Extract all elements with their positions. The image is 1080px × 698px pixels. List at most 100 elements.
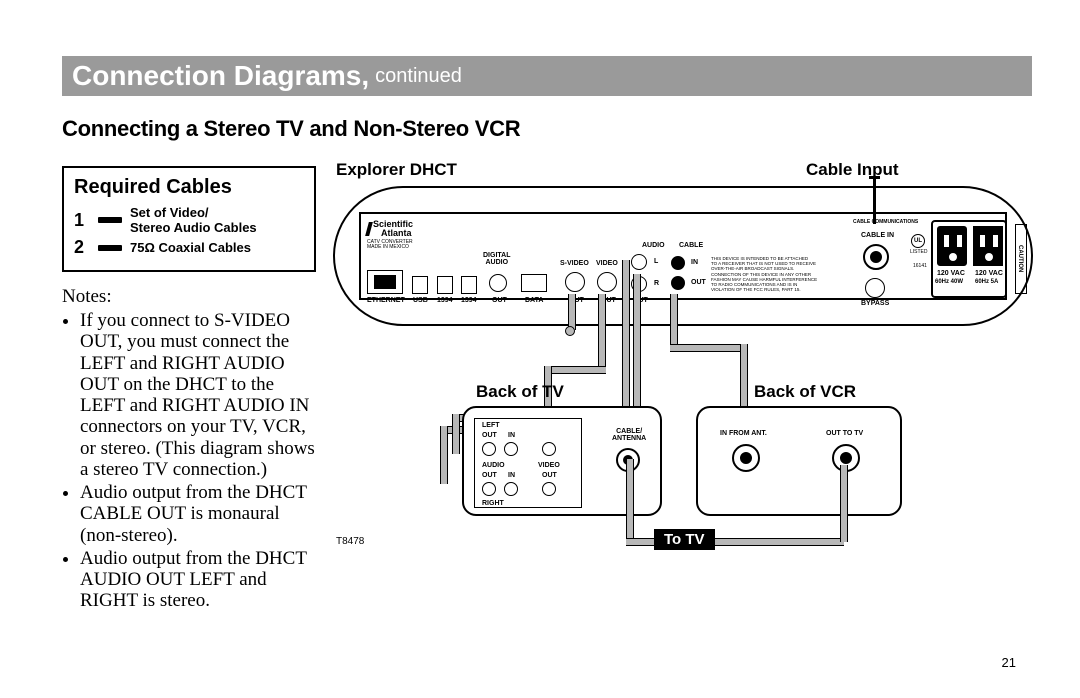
tv-in2: IN [508,472,515,479]
lbl-cablecomm: CABLE COMMUNICATIONS [853,220,918,225]
lbl-r: R [654,280,659,287]
tv-out2: OUT [482,472,497,479]
svideo-end [565,326,575,336]
connection-diagram: Explorer DHCT Cable Input Scientific Atl… [336,166,1032,636]
tv-r-out [482,482,496,496]
audio-cable-v4 [440,426,448,484]
banner-continued: continued [375,65,462,88]
audio-cable-2 [622,260,630,428]
digital-audio-port [489,274,507,292]
vcr-inant: IN FROM ANT. [720,430,767,437]
tv-video-in [542,482,556,496]
to-tv-tag: To TV [654,529,715,550]
tv-vout: OUT [542,472,557,479]
cable-in-small [671,256,685,270]
vcr-to-tv-v1 [626,459,634,542]
notes-list: If you connect to S-VIDEO OUT, you must … [62,310,316,612]
lbl-120b: 120 VAC [975,270,1003,277]
note-item: Audio output from the DHCT CABLE OUT is … [80,482,316,546]
lbl-ulnum: 16141 [913,264,927,269]
page-subheading: Connecting a Stereo TV and Non-Stereo VC… [62,116,1032,142]
coax-v1 [670,294,678,346]
cable-input-cap [869,176,880,179]
lbl-1394b: 1394 [461,297,477,304]
diagram-id: T8478 [336,536,364,547]
video-cable-h [544,366,606,374]
tv-audio: AUDIO [482,462,505,469]
notes-heading: Notes: [62,286,316,308]
tv-l-out [482,442,496,456]
banner-title: Connection Diagrams, [72,60,369,92]
required-item-1: 1 Set of Video/ Stereo Audio Cables [74,205,304,235]
coax-h1 [670,344,746,352]
brand-logo-icon [365,222,373,236]
lbl-digaudio: DIGITAL AUDIO [483,252,510,266]
dhct-inner: Scientific Atlanta CATV CONVERTER MADE I… [359,212,1007,300]
lbl-out1: OUT [492,297,507,304]
lbl-cablein: CABLE IN [861,232,894,239]
label-explorer-dhct: Explorer DHCT [336,160,457,180]
dhct-panel: Scientific Atlanta CATV CONVERTER MADE I… [333,186,1033,326]
note-item: Audio output from the DHCT AUDIO OUT LEF… [80,548,316,612]
audio-cable-1 [633,274,641,414]
tv-video-out [542,442,556,456]
warning-text: THIS DEVICE IS INTENDED TO BE ATTACHED T… [711,256,817,292]
required-item-2: 2 75Ω Coaxial Cables [74,237,304,258]
required-cables-title: Required Cables [74,176,304,199]
audio-l-port [631,254,647,270]
svideo-port [565,272,585,292]
required-num-2: 2 [74,237,90,258]
power-inlet [937,226,967,266]
vcr-in-port [732,444,760,472]
lbl-audio: AUDIO [642,242,665,249]
caution-strip: CAUTION [1015,224,1027,294]
lbl-hz2: 60Hz 5A [975,279,998,285]
content-row: Required Cables 1 Set of Video/ Stereo A… [62,166,1032,636]
tv-left: LEFT [482,422,500,429]
tv-out1: OUT [482,432,497,439]
brand-line2: Atlanta [381,229,412,238]
left-column: Required Cables 1 Set of Video/ Stereo A… [62,166,316,612]
tv-video: VIDEO [538,462,560,469]
section-banner: Connection Diagrams, continued [62,56,1032,96]
tv-l-in [504,442,518,456]
cable-icon [98,217,122,223]
page-number: 21 [1002,655,1016,670]
vcr-outtv: OUT TO TV [826,430,863,437]
tv-cableant: CABLE/ ANTENNA [612,428,646,442]
cable-out-small [671,276,685,290]
label-back-of-tv: Back of TV [476,382,564,402]
lbl-usb: USB [413,297,428,304]
lbl-data: DATA [525,297,543,304]
audio-cable-v3 [452,414,460,454]
svideo-stub [568,294,576,330]
vcr-panel: IN FROM ANT. OUT TO TV [696,406,902,516]
lbl-out5: OUT [691,279,706,286]
required-label-2: 75Ω Coaxial Cables [130,240,251,255]
bypass-port [865,278,885,298]
ul-badge-icon: UL [911,234,925,248]
lbl-1394a: 1394 [437,297,453,304]
tv-r-in [504,482,518,496]
vcr-to-tv-v2 [840,465,848,542]
cable-in-port [863,244,889,270]
required-num-1: 1 [74,210,90,231]
lbl-in: IN [691,259,698,266]
lbl-120a: 120 VAC [937,270,965,277]
label-cable-input: Cable Input [806,160,899,180]
lbl-ethernet: ETHERNET [367,297,405,304]
data-port [521,274,547,292]
label-back-of-vcr: Back of VCR [754,382,856,402]
ethernet-port [367,270,403,294]
lbl-bypass: BYPASS [861,300,889,307]
banner-title-bold: Connection Diagrams, [72,60,369,91]
lbl-svideo: S-VIDEO [560,260,589,267]
cable-input-line [873,176,876,224]
tv-right: RIGHT [482,500,504,507]
port-1394-b [461,276,477,294]
video-cable-v [598,294,606,368]
tv-in1: IN [508,432,515,439]
port-1394-a [437,276,453,294]
required-label-1: Set of Video/ Stereo Audio Cables [130,205,257,235]
brand-sub: CATV CONVERTER MADE IN MEXICO [367,240,413,250]
